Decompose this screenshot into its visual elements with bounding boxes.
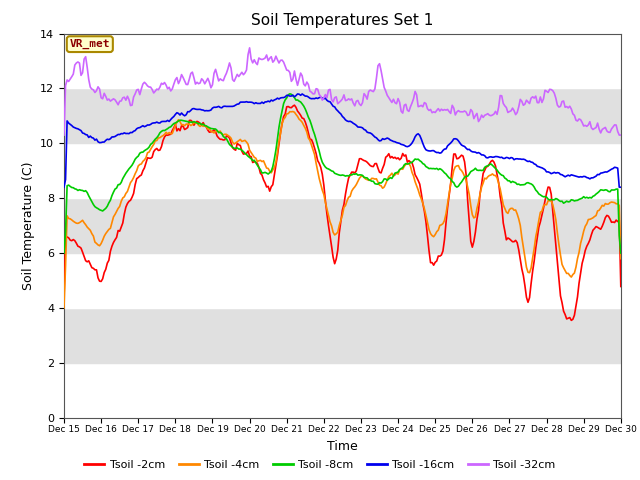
Text: VR_met: VR_met [70, 39, 110, 49]
Bar [64, 308, 621, 363]
X-axis label: Time: Time [327, 440, 358, 453]
Bar [64, 34, 621, 88]
Bar [64, 88, 621, 144]
Title: Soil Temperatures Set 1: Soil Temperatures Set 1 [252, 13, 433, 28]
Legend: Tsoil -2cm, Tsoil -4cm, Tsoil -8cm, Tsoil -16cm, Tsoil -32cm: Tsoil -2cm, Tsoil -4cm, Tsoil -8cm, Tsoi… [80, 456, 560, 474]
Bar [64, 198, 621, 253]
Bar [64, 253, 621, 308]
Y-axis label: Soil Temperature (C): Soil Temperature (C) [22, 161, 35, 290]
Bar [64, 144, 621, 198]
Bar [64, 363, 621, 418]
